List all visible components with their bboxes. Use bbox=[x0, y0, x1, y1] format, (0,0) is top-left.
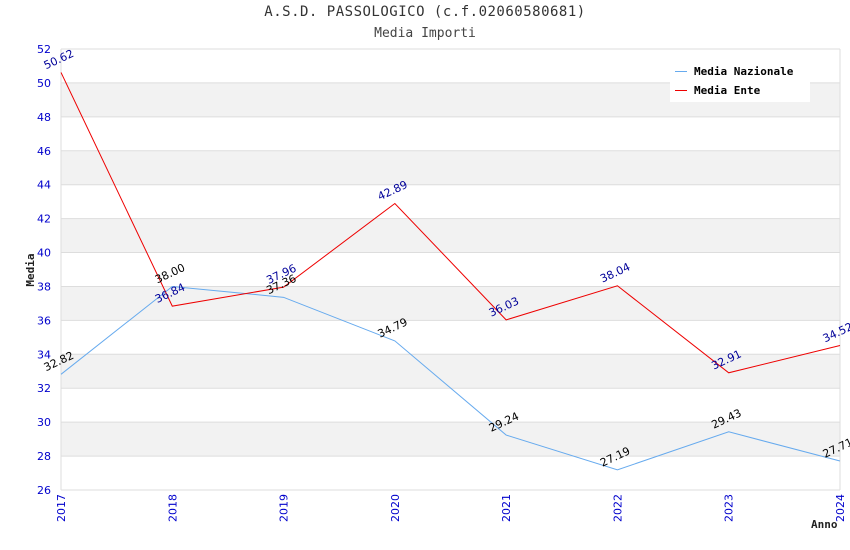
x-tick-label: 2024 bbox=[834, 494, 847, 522]
legend-swatch-nazionale bbox=[675, 70, 687, 72]
x-tick-label: 2018 bbox=[166, 494, 179, 522]
series-line-media-nazionale bbox=[60, 285, 841, 471]
y-tick-label: 44 bbox=[37, 179, 51, 192]
y-tick-label: 30 bbox=[37, 416, 51, 429]
grid-band bbox=[61, 422, 840, 457]
data-label: 38.04 bbox=[598, 260, 632, 285]
y-tick-label: 42 bbox=[37, 213, 51, 226]
legend-label-ente: Media Ente bbox=[694, 83, 761, 97]
y-axis-label: Media bbox=[24, 253, 37, 286]
x-axis-label: Anno bbox=[811, 518, 838, 531]
legend-item-nazionale: Media Nazionale bbox=[670, 63, 793, 79]
legend-label-nazionale: Media Nazionale bbox=[694, 64, 794, 78]
legend-swatch-ente bbox=[675, 89, 687, 91]
y-tick-label: 32 bbox=[37, 382, 51, 395]
y-axis-ticks: 26 28 30 32 34 36 38 40 42 44 46 48 50 52 bbox=[37, 43, 51, 497]
data-label: 34.52 bbox=[821, 320, 850, 345]
x-axis-ticks: 2017 2018 2019 2020 2021 2022 2023 2024 bbox=[55, 494, 847, 522]
grid-band bbox=[61, 150, 840, 185]
y-tick-label: 48 bbox=[37, 111, 51, 124]
legend-item-ente: Media Ente bbox=[670, 82, 760, 98]
chart-subtitle: Media Importi bbox=[374, 26, 476, 41]
y-tick-label: 52 bbox=[37, 43, 51, 56]
y-tick-label: 50 bbox=[37, 77, 51, 90]
series-line-media-ente bbox=[60, 72, 841, 374]
y-tick-label: 46 bbox=[37, 145, 51, 158]
x-tick-label: 2023 bbox=[723, 494, 736, 522]
series-lines bbox=[60, 72, 841, 471]
y-tick-label: 34 bbox=[37, 348, 51, 361]
y-tick-label: 38 bbox=[37, 280, 51, 293]
x-tick-label: 2017 bbox=[55, 494, 68, 522]
legend: Media Nazionale Media Ente bbox=[670, 58, 810, 102]
grid-band bbox=[61, 354, 840, 389]
chart-title: A.S.D. PASSOLOGICO (c.f.02060580681) bbox=[264, 4, 586, 20]
y-tick-label: 40 bbox=[37, 247, 51, 260]
x-tick-label: 2020 bbox=[389, 494, 402, 522]
grid-lines bbox=[60, 48, 841, 491]
y-tick-label: 28 bbox=[37, 450, 51, 463]
y-tick-label: 26 bbox=[37, 484, 51, 497]
x-tick-label: 2019 bbox=[278, 494, 291, 522]
y-tick-label: 36 bbox=[37, 314, 51, 327]
grid-band bbox=[61, 218, 840, 253]
x-tick-label: 2022 bbox=[611, 494, 624, 522]
x-tick-label: 2021 bbox=[500, 494, 513, 522]
